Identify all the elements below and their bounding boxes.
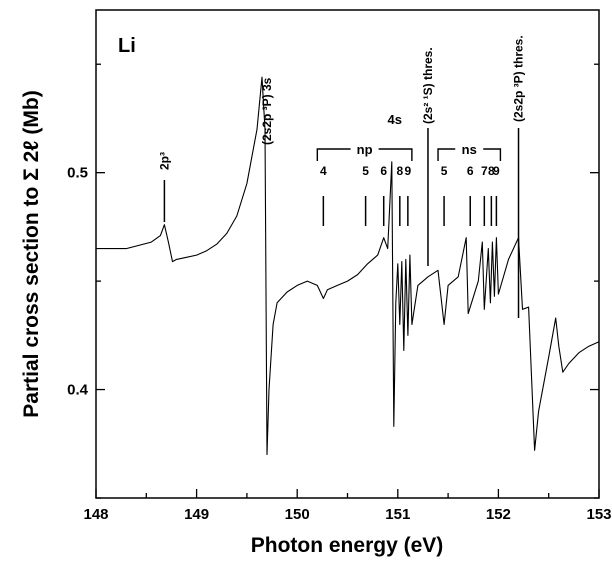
- group-label-bg: [455, 140, 484, 156]
- x-tick-label: 150: [285, 506, 310, 523]
- y-tick-label: 0.5: [67, 165, 88, 182]
- series-level-label: 9: [405, 164, 412, 178]
- group-label-bg: [350, 140, 379, 156]
- x-tick-label: 152: [486, 506, 511, 523]
- series: [96, 76, 600, 456]
- axis-ticks: 148 149 150 151 152 153 0.4 0.5: [67, 63, 612, 523]
- series-level-label: 5: [441, 164, 448, 178]
- series-level-label: 6: [467, 164, 474, 178]
- series-level-label: 8: [488, 164, 495, 178]
- series-level-label: 6: [380, 164, 387, 178]
- x-tick-label: 153: [586, 506, 611, 523]
- x-tick-label: 149: [184, 506, 209, 523]
- panel-label: Li: [118, 35, 136, 57]
- group-label: np: [357, 142, 373, 157]
- annotation-label: 2p³: [157, 152, 171, 170]
- x-axis-label: Photon energy (eV): [251, 534, 444, 557]
- series-level-label: 7: [481, 164, 488, 178]
- annotation-label: (2s² ¹S) thres.: [421, 47, 435, 124]
- series-level-label: 4: [320, 164, 327, 178]
- series-level-label: 5: [362, 164, 369, 178]
- annotations: 2p³(2s2p ³P) 3s 4s (2s² ¹S) thres. (2s2p ³P…: [157, 35, 526, 318]
- series-level-label: 8: [396, 164, 403, 178]
- x-tick-label: 151: [385, 506, 410, 523]
- x-tick-label: 148: [83, 506, 108, 523]
- y-tick-label: 0.4: [67, 382, 89, 399]
- annotation-label: (2s2p ³P) thres.: [512, 35, 526, 122]
- y-axis-label: Partial cross section to Σ 2ℓ (Mb): [20, 90, 43, 417]
- series-line: [96, 76, 600, 456]
- series-level-label: 9: [493, 164, 500, 178]
- annotation-label: 4s: [388, 112, 402, 127]
- group-label: ns: [462, 142, 477, 157]
